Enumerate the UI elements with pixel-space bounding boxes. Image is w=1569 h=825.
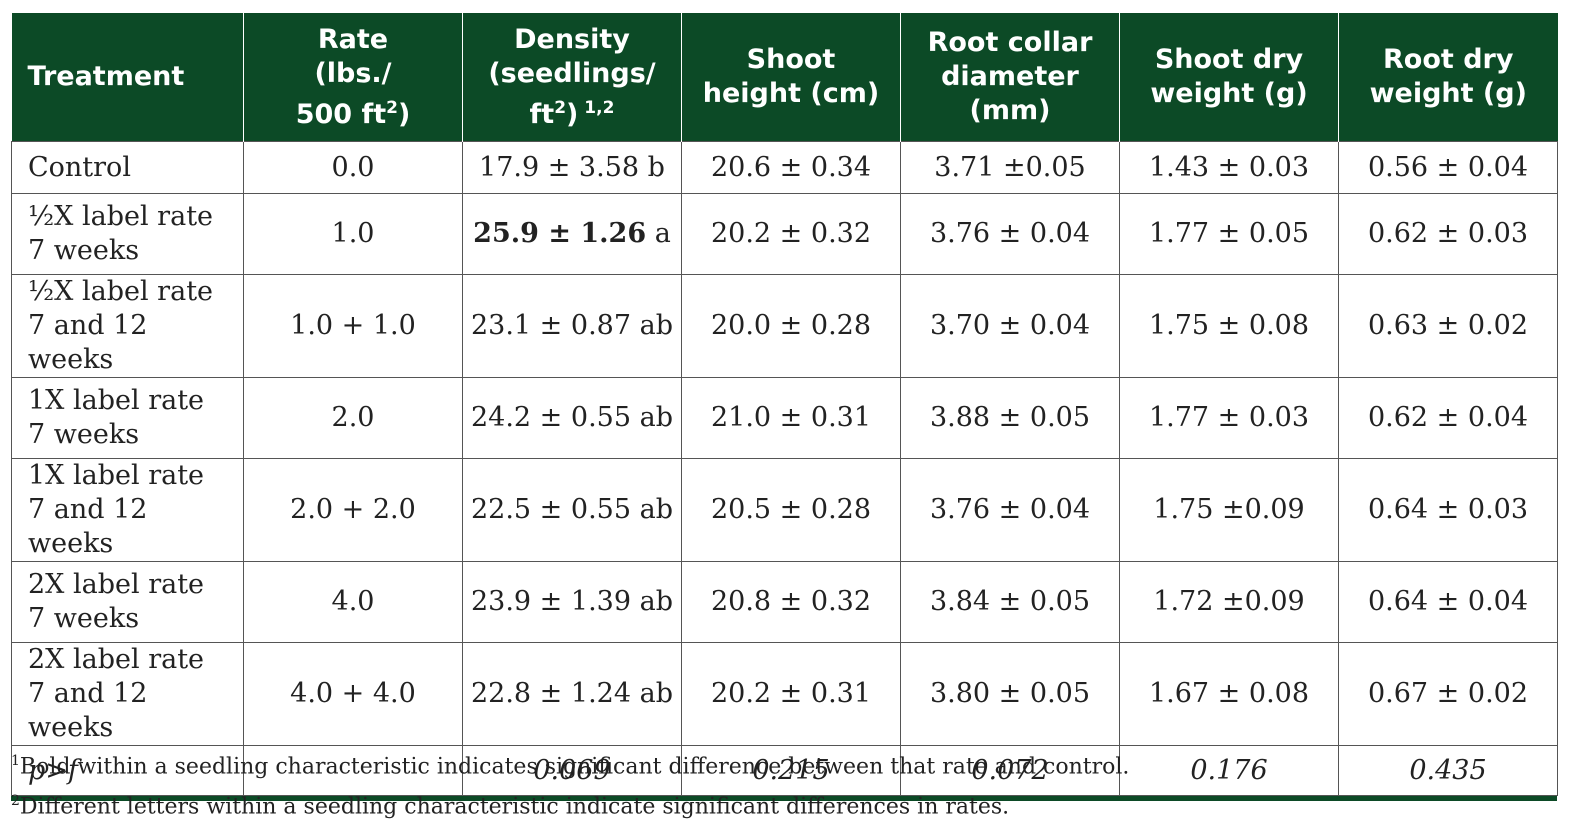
cell-treatment: Control bbox=[11, 141, 244, 194]
header-treatment: Treatment bbox=[11, 13, 244, 142]
cell-pf-root-collar: 0.072 bbox=[900, 745, 1120, 796]
p-value-row: p>f 0.069 0.215 0.072 0.176 0.435 bbox=[11, 745, 1558, 796]
cell-treatment: 1X label rate 7 and 12 weeks bbox=[11, 458, 244, 562]
cell-treatment: 2X label rate 7 and 12 weeks bbox=[11, 642, 244, 746]
table-row: ½X label rate 7 and 12 weeks 1.0 + 1.0 23… bbox=[11, 274, 1558, 378]
cell-density: 22.8 ± 1.24 ab bbox=[462, 642, 682, 746]
cell-root-dry: 0.62 ± 0.03 bbox=[1338, 193, 1558, 275]
cell-root-collar: 3.88 ± 0.05 bbox=[900, 377, 1120, 459]
cell-pf-density: 0.069 bbox=[462, 745, 682, 796]
table-bottom-rule bbox=[11, 796, 1557, 801]
cell-density: 25.9 ± 1.26 a bbox=[462, 193, 682, 275]
cell-shoot-dry: 1.67 ± 0.08 bbox=[1119, 642, 1339, 746]
footnote: 2Different letters within a seedling cha… bbox=[11, 793, 1010, 820]
footnote: 1Bold within a seedling characteristic i… bbox=[11, 753, 1130, 780]
cell-rate: 4.0 + 4.0 bbox=[243, 642, 463, 746]
cell-pf-shoot-height: 0.215 bbox=[681, 745, 901, 796]
cell-density: 24.2 ± 0.55 ab bbox=[462, 377, 682, 459]
table-row: 2X label rate 7 weeks 4.0 23.9 ± 1.39 ab … bbox=[11, 561, 1558, 643]
cell-root-dry: 0.56 ± 0.04 bbox=[1338, 141, 1558, 194]
cell-root-collar: 3.84 ± 0.05 bbox=[900, 561, 1120, 643]
cell-density: 22.5 ± 0.55 ab bbox=[462, 458, 682, 562]
table-row: 1X label rate 7 weeks 2.0 24.2 ± 0.55 ab … bbox=[11, 377, 1558, 459]
cell-shoot-dry: 1.75 ±0.09 bbox=[1119, 458, 1339, 562]
cell-density: 17.9 ± 3.58 b bbox=[462, 141, 682, 194]
cell-shoot-height: 20.5 ± 0.28 bbox=[681, 458, 901, 562]
cell-density: 23.1 ± 0.87 ab bbox=[462, 274, 682, 378]
cell-rate: 0.0 bbox=[243, 141, 463, 194]
table-row: Control 0.0 17.9 ± 3.58 b 20.6 ± 0.34 3.… bbox=[11, 141, 1558, 194]
cell-treatment: ½X label rate 7 and 12 weeks bbox=[11, 274, 244, 378]
cell-shoot-height: 20.6 ± 0.34 bbox=[681, 141, 901, 194]
cell-treatment: 1X label rate 7 weeks bbox=[11, 377, 244, 459]
cell-pf-shoot-dry: 0.176 bbox=[1119, 745, 1339, 796]
header-row: Treatment Rate (lbs./ 500 ft2) Density (… bbox=[11, 13, 1558, 142]
cell-root-collar: 3.76 ± 0.04 bbox=[900, 458, 1120, 562]
cell-shoot-height: 20.8 ± 0.32 bbox=[681, 561, 901, 643]
cell-shoot-height: 21.0 ± 0.31 bbox=[681, 377, 901, 459]
table-row: 2X label rate 7 and 12 weeks 4.0 + 4.0 22… bbox=[11, 642, 1558, 746]
cell-root-dry: 0.62 ± 0.04 bbox=[1338, 377, 1558, 459]
header-shoot-dry: Shoot dry weight (g) bbox=[1119, 13, 1339, 142]
results-table-wrapper: Treatment Rate (lbs./ 500 ft2) Density (… bbox=[11, 13, 1558, 801]
cell-root-dry: 0.64 ± 0.04 bbox=[1338, 561, 1558, 643]
cell-shoot-height: 20.2 ± 0.32 bbox=[681, 193, 901, 275]
cell-root-collar: 3.70 ± 0.04 bbox=[900, 274, 1120, 378]
header-rate: Rate (lbs./ 500 ft2) bbox=[243, 13, 463, 142]
cell-pf-label: p>f bbox=[11, 745, 244, 796]
cell-root-collar: 3.76 ± 0.04 bbox=[900, 193, 1120, 275]
cell-density: 23.9 ± 1.39 ab bbox=[462, 561, 682, 643]
table-row: 1X label rate 7 and 12 weeks 2.0 + 2.0 22… bbox=[11, 458, 1558, 562]
cell-root-dry: 0.67 ± 0.02 bbox=[1338, 642, 1558, 746]
cell-rate: 2.0 + 2.0 bbox=[243, 458, 463, 562]
cell-treatment: ½X label rate 7 weeks bbox=[11, 193, 244, 275]
cell-root-dry: 0.64 ± 0.03 bbox=[1338, 458, 1558, 562]
cell-rate: 1.0 + 1.0 bbox=[243, 274, 463, 378]
cell-shoot-dry: 1.75 ± 0.08 bbox=[1119, 274, 1339, 378]
cell-rate: 1.0 bbox=[243, 193, 463, 275]
footnotes: 1Bold within a seedling characteristic i… bbox=[11, 744, 1551, 825]
cell-pf-rate bbox=[243, 745, 463, 796]
cell-treatment: 2X label rate 7 weeks bbox=[11, 561, 244, 643]
header-root-collar: Root collar diameter (mm) bbox=[900, 13, 1120, 142]
cell-shoot-height: 20.0 ± 0.28 bbox=[681, 274, 901, 378]
results-table: Treatment Rate (lbs./ 500 ft2) Density (… bbox=[11, 13, 1558, 796]
cell-shoot-height: 20.2 ± 0.31 bbox=[681, 642, 901, 746]
cell-root-collar: 3.71 ±0.05 bbox=[900, 141, 1120, 194]
cell-root-collar: 3.80 ± 0.05 bbox=[900, 642, 1120, 746]
cell-shoot-dry: 1.77 ± 0.03 bbox=[1119, 377, 1339, 459]
cell-root-dry: 0.63 ± 0.02 bbox=[1338, 274, 1558, 378]
cell-shoot-dry: 1.43 ± 0.03 bbox=[1119, 141, 1339, 194]
table-row: ½X label rate 7 weeks 1.0 25.9 ± 1.26 a 2… bbox=[11, 193, 1558, 275]
cell-shoot-dry: 1.77 ± 0.05 bbox=[1119, 193, 1339, 275]
cell-rate: 2.0 bbox=[243, 377, 463, 459]
header-root-dry: Root dry weight (g) bbox=[1338, 13, 1558, 142]
cell-pf-root-dry: 0.435 bbox=[1338, 745, 1558, 796]
header-density: Density (seedlings/ ft2) 1,2 bbox=[462, 13, 682, 142]
cell-rate: 4.0 bbox=[243, 561, 463, 643]
cell-shoot-dry: 1.72 ±0.09 bbox=[1119, 561, 1339, 643]
header-shoot-height: Shoot height (cm) bbox=[681, 13, 901, 142]
